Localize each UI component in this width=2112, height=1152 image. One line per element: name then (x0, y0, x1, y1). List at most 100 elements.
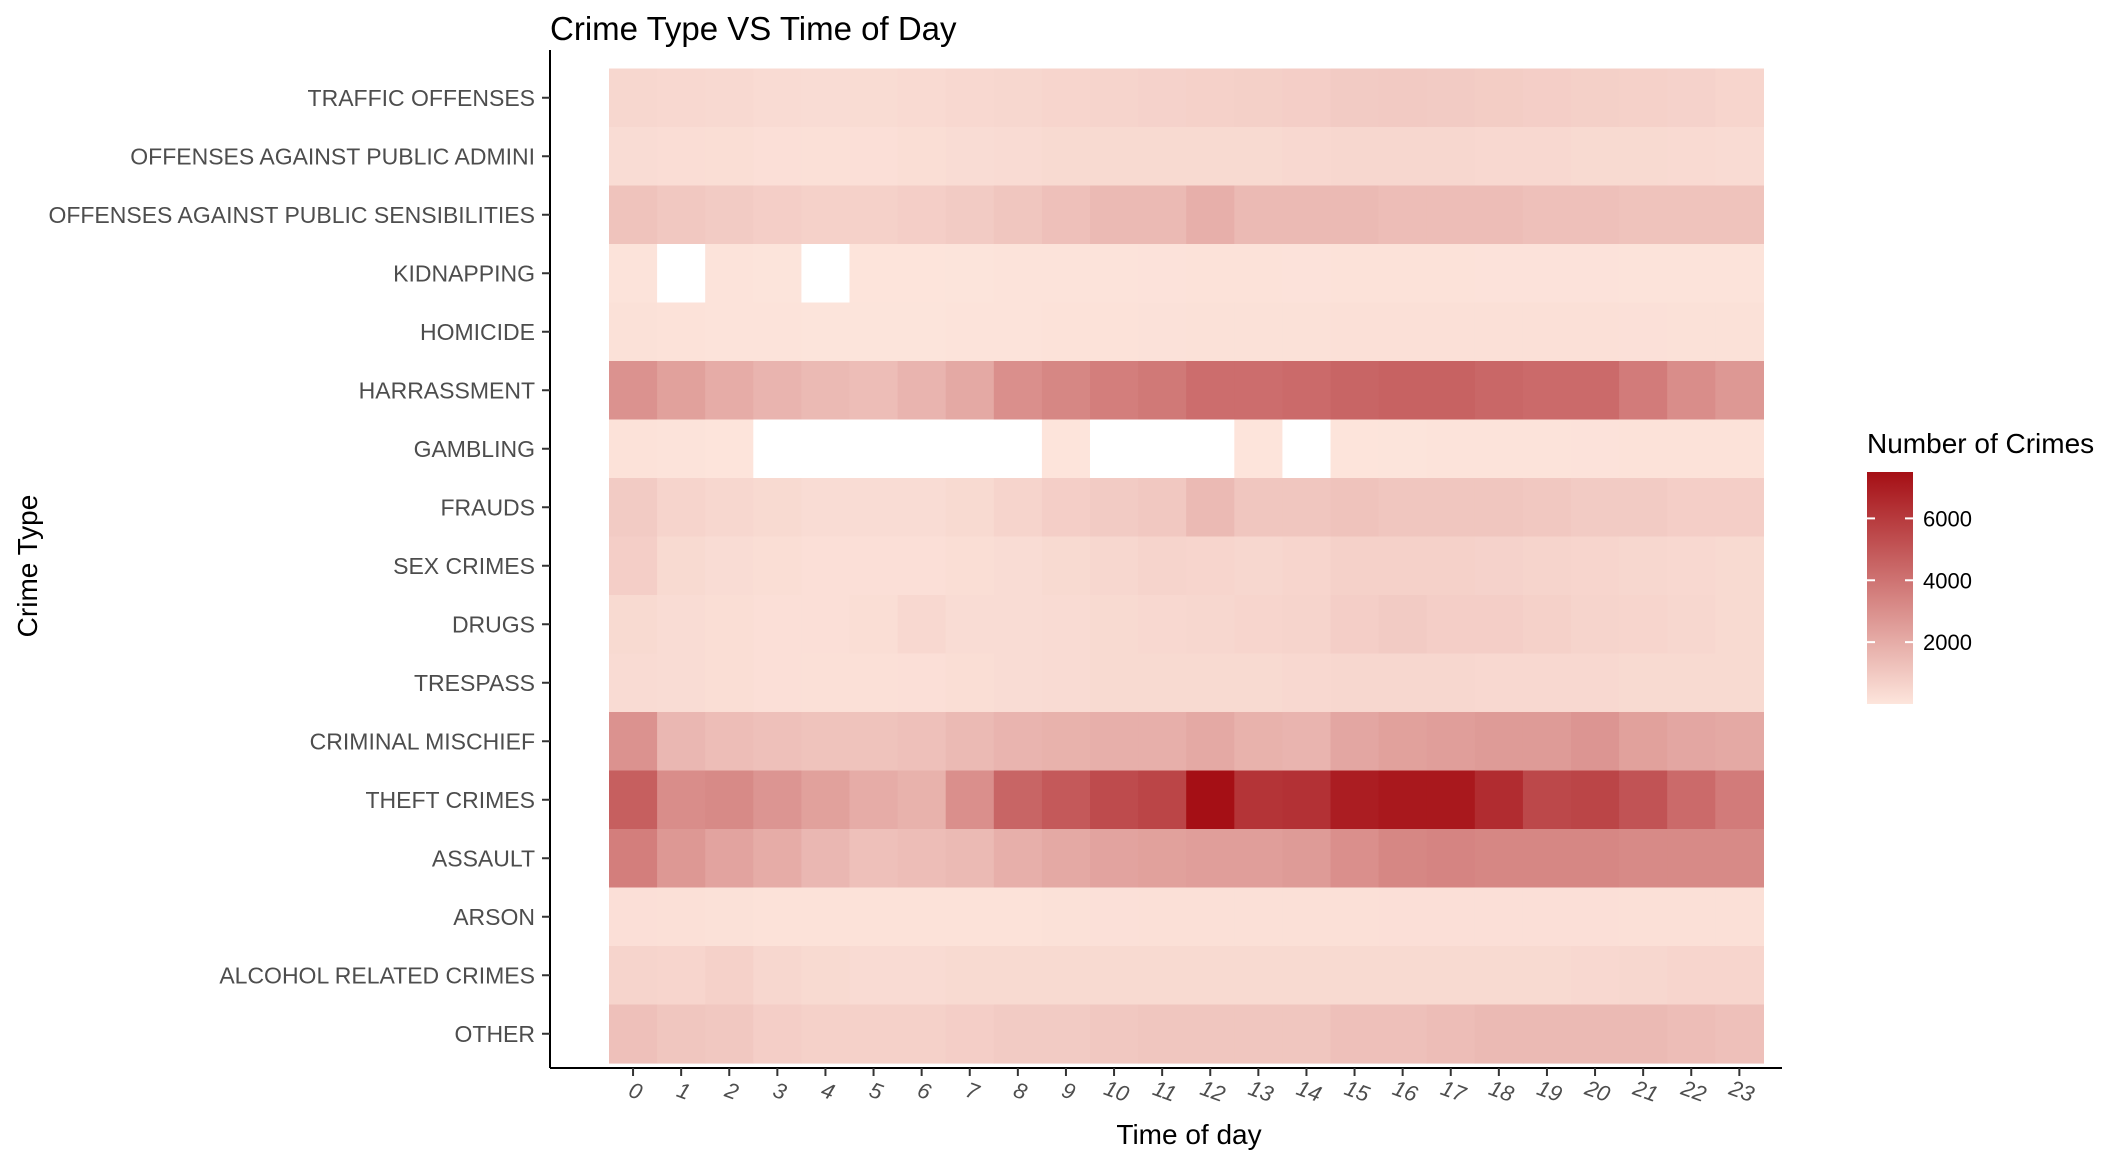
x-tick-label: 4 (818, 1077, 838, 1105)
heatmap-cell (1378, 712, 1428, 772)
heatmap-cell (1090, 185, 1139, 245)
heatmap-cell (1234, 887, 1283, 947)
x-tick-label: 15 (1341, 1075, 1373, 1107)
heatmap-cell (1474, 185, 1524, 245)
heatmap-cell (1571, 127, 1620, 187)
heatmap-cell (801, 244, 851, 304)
heatmap-cell (1282, 946, 1332, 1006)
heatmap-cell (657, 361, 706, 421)
heatmap-cell (1378, 595, 1428, 655)
heatmap-cell (1090, 419, 1139, 479)
heatmap-cell (1426, 1004, 1476, 1064)
heatmap-cell (1186, 887, 1235, 947)
heatmap-cell (1186, 419, 1235, 479)
heatmap-cell (1426, 536, 1476, 596)
heatmap-cell (897, 302, 947, 362)
heatmap-cell (657, 244, 706, 304)
heatmap-cell (945, 302, 995, 362)
heatmap-cell (1090, 127, 1139, 187)
heatmap-cell (993, 653, 1043, 713)
heatmap-cell (1041, 478, 1091, 538)
legend-ticks: 2000 4000 6000 (1867, 506, 1972, 655)
heatmap-cell (1378, 127, 1428, 187)
heatmap-cell (1282, 536, 1332, 596)
heatmap-cell (849, 361, 899, 421)
heatmap-cell (1715, 829, 1764, 889)
heatmap-cell (1090, 536, 1139, 596)
heatmap-cell (1619, 185, 1668, 245)
heatmap-cell (1041, 536, 1091, 596)
heatmap-cell (1282, 302, 1332, 362)
heatmap-cell (657, 829, 706, 889)
heatmap-cell (753, 478, 802, 538)
heatmap-cell (705, 653, 754, 713)
heatmap-cell (849, 244, 899, 304)
heatmap-cell (1041, 712, 1091, 772)
y-tick-label: GAMBLING (414, 436, 535, 462)
heatmap-cell (1138, 419, 1187, 479)
heatmap-cell (849, 829, 899, 889)
heatmap-cell (945, 946, 995, 1006)
heatmap-cell (1090, 361, 1139, 421)
heatmap-cell (1378, 770, 1428, 830)
heatmap-cell (1090, 302, 1139, 362)
heatmap-cell (1234, 595, 1283, 655)
heatmap-cell (1282, 127, 1332, 187)
x-tick-label: 1 (674, 1077, 694, 1105)
heatmap-cell (801, 653, 851, 713)
heatmap-cell (753, 536, 802, 596)
heatmap-cell (1667, 185, 1716, 245)
heatmap-cell (657, 302, 706, 362)
y-axis: TRAFFIC OFFENSES OFFENSES AGAINST PUBLIC … (48, 50, 551, 1068)
heatmap-cell (849, 887, 899, 947)
x-tick-label: 17 (1438, 1075, 1470, 1107)
heatmap-cells (609, 68, 1764, 1064)
heatmap-cell (705, 946, 754, 1006)
x-tick-label: 18 (1486, 1075, 1518, 1107)
heatmap-cell (1378, 536, 1428, 596)
heatmap-cell (1330, 127, 1380, 187)
heatmap-cell (1426, 478, 1476, 538)
heatmap-cell (1715, 653, 1764, 713)
heatmap-cell (945, 536, 995, 596)
heatmap-cell (1330, 185, 1380, 245)
heatmap-cell (1571, 302, 1620, 362)
heatmap-cell (897, 244, 947, 304)
heatmap-cell (1234, 712, 1283, 772)
heatmap-cell (1715, 302, 1764, 362)
heatmap-cell (897, 829, 947, 889)
heatmap-cell (1619, 712, 1668, 772)
heatmap-cell (1667, 302, 1716, 362)
heatmap-cell (1571, 419, 1620, 479)
heatmap-cell (1619, 770, 1668, 830)
heatmap-cell (897, 536, 947, 596)
heatmap-cell (897, 770, 947, 830)
heatmap-cell (1330, 887, 1380, 947)
heatmap-cell (1571, 361, 1620, 421)
heatmap-cell (945, 887, 995, 947)
heatmap-cell (1186, 244, 1235, 304)
heatmap-cell (1715, 68, 1764, 128)
heatmap-cell (1234, 419, 1283, 479)
heatmap-cell (1522, 478, 1572, 538)
heatmap-cell (609, 185, 658, 245)
heatmap-cell (1667, 946, 1716, 1006)
heatmap-cell (801, 770, 851, 830)
x-tick-label: 6 (914, 1077, 935, 1105)
heatmap-cell (945, 1004, 995, 1064)
y-tick-label: DRUGS (452, 611, 535, 637)
heatmap-cell (1041, 419, 1091, 479)
heatmap-cell (705, 887, 754, 947)
x-axis: 0 1 2 3 4 5 6 7 8 9 10 11 12 13 14 15 16 17 18 19 20 21 22 23 (550, 1067, 1782, 1107)
heatmap-cell (753, 244, 802, 304)
heatmap-cell (1619, 536, 1668, 596)
heatmap-cell (1474, 361, 1524, 421)
heatmap-cell (1090, 946, 1139, 1006)
y-tick-label: HOMICIDE (420, 319, 535, 345)
heatmap-cell (1330, 770, 1380, 830)
heatmap-cell (1667, 68, 1716, 128)
heatmap-cell (1667, 127, 1716, 187)
heatmap-cell (1282, 361, 1332, 421)
heatmap-cell (1186, 127, 1235, 187)
heatmap-cell (1522, 887, 1572, 947)
